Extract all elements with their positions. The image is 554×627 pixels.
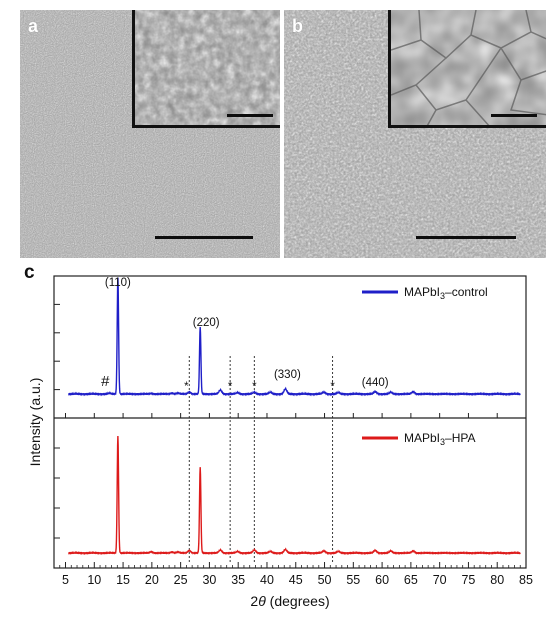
plot-frame <box>53 275 527 569</box>
sem-panel-a: a <box>20 10 280 258</box>
annotation-star: * <box>184 381 189 393</box>
x-tick-label: 60 <box>375 573 389 587</box>
x-tick-label: 40 <box>260 573 274 587</box>
sem-inset-b <box>388 10 546 128</box>
x-tick-label: 65 <box>404 573 418 587</box>
annotation-star: * <box>330 381 335 393</box>
x-axis-label: 2θ (degrees) <box>250 593 329 609</box>
x-tick-label: 55 <box>346 573 360 587</box>
x-tick-label: 25 <box>174 573 188 587</box>
y-axis-label: Intensity (a.u.) <box>27 378 43 467</box>
panel-letter-a: a <box>28 16 39 36</box>
x-tick-label: 5 <box>62 573 69 587</box>
x-tick-label: 70 <box>433 573 447 587</box>
x-tick-label: 75 <box>461 573 475 587</box>
series-line-0 <box>68 277 521 397</box>
sem-inset-texture-a <box>135 10 280 125</box>
x-tick-label: 10 <box>87 573 101 587</box>
annotation-plane: (440) <box>362 377 389 389</box>
xrd-chart-panel: c 5 10 15 20 25 30 35 40 45 50 55 60 65 70 75 80 85 2θ (d… <box>0 262 554 627</box>
scale-bar-a <box>155 236 253 239</box>
x-tick-label: 50 <box>318 573 332 587</box>
panel-letter-c: c <box>24 262 35 283</box>
series-line-1 <box>68 435 521 556</box>
x-tick-label: 45 <box>289 573 303 587</box>
legend-label-1: MAPbI3–HPA <box>404 431 476 447</box>
panel-letter-b: b <box>292 16 303 36</box>
x-tick-label: 35 <box>231 573 245 587</box>
sem-panel-b: b <box>284 10 546 258</box>
annotation-plane: (330) <box>274 369 301 381</box>
grain-boundaries <box>391 10 546 125</box>
annotation-hash: # <box>101 373 110 390</box>
annotation-star: * <box>228 381 233 393</box>
sem-inset-texture-b <box>391 10 546 125</box>
x-tick-label: 85 <box>519 573 533 587</box>
sem-inset-a <box>132 10 280 128</box>
x-tick-label: 80 <box>490 573 504 587</box>
x-tick-label: 15 <box>116 573 130 587</box>
x-tick-label: 30 <box>202 573 216 587</box>
annotation-star: * <box>252 381 257 393</box>
inset-scale-bar-b <box>491 114 537 117</box>
scale-bar-b <box>416 236 516 239</box>
annotation-plane: (110) <box>105 277 131 289</box>
x-tick-label: 20 <box>145 573 159 587</box>
inset-scale-bar-a <box>227 114 273 117</box>
xrd-chart: 5 10 15 20 25 30 35 40 45 50 55 60 65 70 75 80 85 2θ (deg… <box>27 275 533 609</box>
legend-label-0: MAPbI3–control <box>404 285 488 301</box>
annotation-plane: (220) <box>193 317 220 329</box>
